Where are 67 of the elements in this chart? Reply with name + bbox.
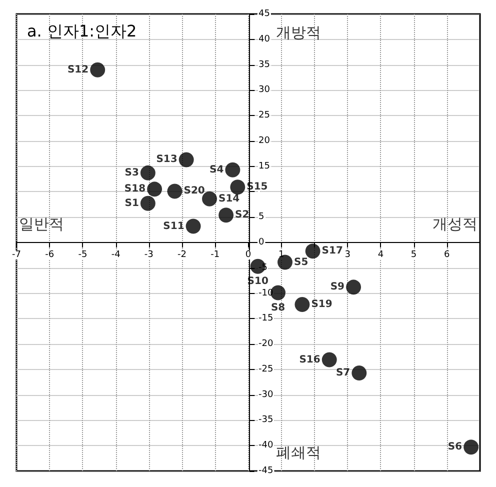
y-tick-label: 45 (258, 9, 270, 19)
point (167, 184, 182, 199)
annotation: 폐쇄적 (276, 444, 322, 462)
x-tick-label: -5 (78, 250, 88, 260)
annotation: S6 (448, 442, 462, 453)
point (225, 162, 240, 178)
annotation: S7 (336, 368, 350, 378)
y-tick-label: -25 (258, 364, 274, 374)
point (464, 440, 479, 455)
point (186, 218, 201, 234)
point (90, 62, 106, 78)
x-tick-label: -1 (210, 250, 220, 260)
annotation: 일반적 (18, 215, 64, 234)
x-tick-label: 6 (444, 250, 450, 260)
annotation: S14 (218, 193, 240, 204)
y-tick-label: -40 (258, 440, 274, 451)
annotation: S19 (311, 298, 332, 310)
point (305, 244, 320, 259)
annotation: S11 (163, 220, 184, 232)
x-tick-label: 3 (344, 250, 350, 260)
x-tick-label: -3 (144, 250, 154, 260)
point (140, 196, 156, 211)
point (294, 296, 310, 312)
annotation: S1 (124, 198, 139, 209)
y-tick-label: 35 (258, 60, 270, 70)
text: a. 인자1:인자2 (27, 22, 137, 40)
x-tick-label: 5 (410, 250, 417, 260)
annotation: S4 (210, 164, 224, 176)
point (230, 180, 246, 195)
x-tick-label: -7 (12, 250, 21, 260)
annotation: S5 (294, 256, 308, 268)
point (352, 366, 367, 380)
annotation: 개성적 (432, 215, 478, 234)
x-tick-label: -6 (45, 250, 54, 260)
y-tick-label: 30 (258, 85, 270, 96)
point (147, 182, 162, 197)
point (322, 352, 337, 368)
annotation: S20 (184, 186, 205, 197)
annotation: S8 (270, 302, 286, 314)
y-tick-label: -45 (258, 466, 274, 476)
annotation: S18 (124, 184, 146, 195)
annotation: S2 (235, 210, 250, 221)
annotation: 개방적 (276, 23, 322, 42)
x-tick-label: -2 (178, 250, 187, 260)
y-tick-label: 15 (258, 161, 270, 172)
y-tick-label: -35 (258, 415, 274, 426)
x-tick-label: 0 (245, 250, 252, 260)
y-tick-label: 40 (258, 34, 270, 44)
point (218, 208, 234, 223)
annotation: S16 (299, 354, 320, 366)
y-tick-label: 25 (258, 110, 270, 121)
y-tick-label: 0 (258, 238, 264, 248)
y-tick-label: -30 (258, 390, 274, 400)
annotation: S17 (322, 246, 343, 257)
annotation: S13 (156, 154, 178, 166)
y-tick-label: -20 (258, 339, 274, 350)
point (346, 280, 362, 295)
y-tick-label: 5 (258, 212, 264, 222)
y-tick-label: -15 (258, 314, 274, 324)
x-tick-label: -4 (111, 250, 121, 260)
y-tick-label: 20 (258, 136, 270, 146)
annotation: S12 (67, 64, 89, 76)
annotation: S3 (124, 167, 139, 178)
annotation: S9 (330, 282, 345, 293)
x-tick-label: 4 (378, 250, 384, 260)
point (140, 165, 156, 180)
point (178, 152, 194, 168)
